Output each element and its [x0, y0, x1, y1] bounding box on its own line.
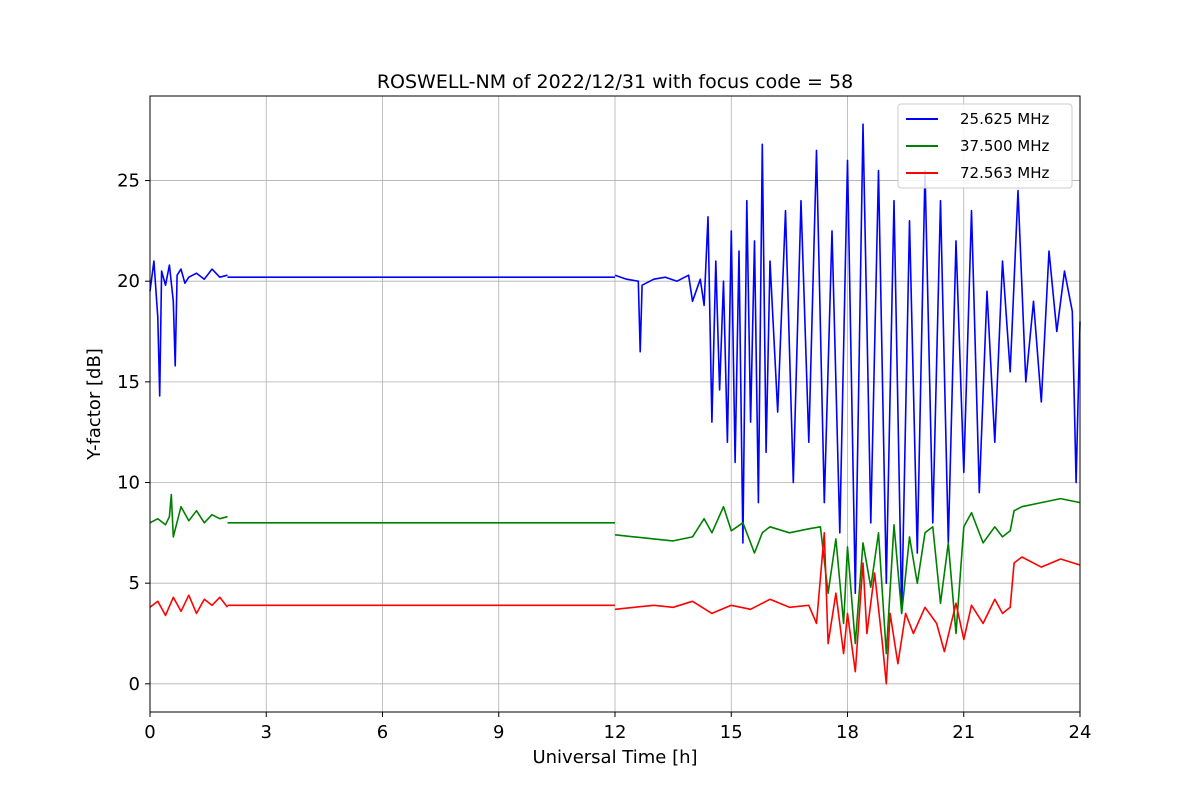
x-tick-label: 0 — [144, 722, 155, 743]
legend-label: 72.563 MHz — [960, 164, 1049, 182]
x-tick-label: 21 — [952, 722, 975, 743]
axis-ticks: 0 3 6 9 12 15 18 21 24 0 5 10 15 20 25 — [117, 171, 1091, 743]
x-tick-label: 9 — [493, 722, 504, 743]
data-series — [149, 123, 1081, 685]
x-tick-label: 12 — [604, 722, 627, 743]
y-tick-label: 20 — [117, 271, 140, 292]
series-line-37-500-mhz-segment-2 — [614, 497, 1081, 655]
y-axis-label: Y-factor [dB] — [84, 348, 105, 461]
series-line-25-625-mhz-segment-0 — [149, 260, 228, 397]
y-tick-label: 10 — [117, 473, 140, 494]
x-tick-label: 6 — [377, 722, 388, 743]
legend-label: 25.625 MHz — [960, 110, 1049, 128]
x-axis-label: Universal Time [h] — [532, 747, 697, 768]
legend-label: 37.500 MHz — [960, 137, 1049, 155]
x-tick-label: 3 — [261, 722, 272, 743]
legend-box — [897, 103, 1073, 189]
x-tick-label: 24 — [1069, 722, 1092, 743]
legend: 25.625 MHz 37.500 MHz 72.563 MHz — [897, 103, 1073, 189]
series-line-25-625-mhz-segment-2 — [614, 123, 1081, 615]
y-tick-label: 15 — [117, 372, 140, 393]
series-line-72-563-mhz-segment-0 — [149, 594, 229, 617]
series-line-72-563-mhz-segment-2 — [614, 532, 1081, 685]
chart-title: ROSWELL-NM of 2022/12/31 with focus code… — [377, 71, 853, 93]
x-tick-label: 18 — [836, 722, 859, 743]
series-line-37-500-mhz-segment-0 — [149, 493, 228, 538]
y-tick-label: 25 — [117, 171, 140, 192]
y-tick-label: 5 — [129, 573, 140, 594]
x-tick-label: 15 — [720, 722, 743, 743]
y-tick-label: 0 — [129, 674, 140, 695]
